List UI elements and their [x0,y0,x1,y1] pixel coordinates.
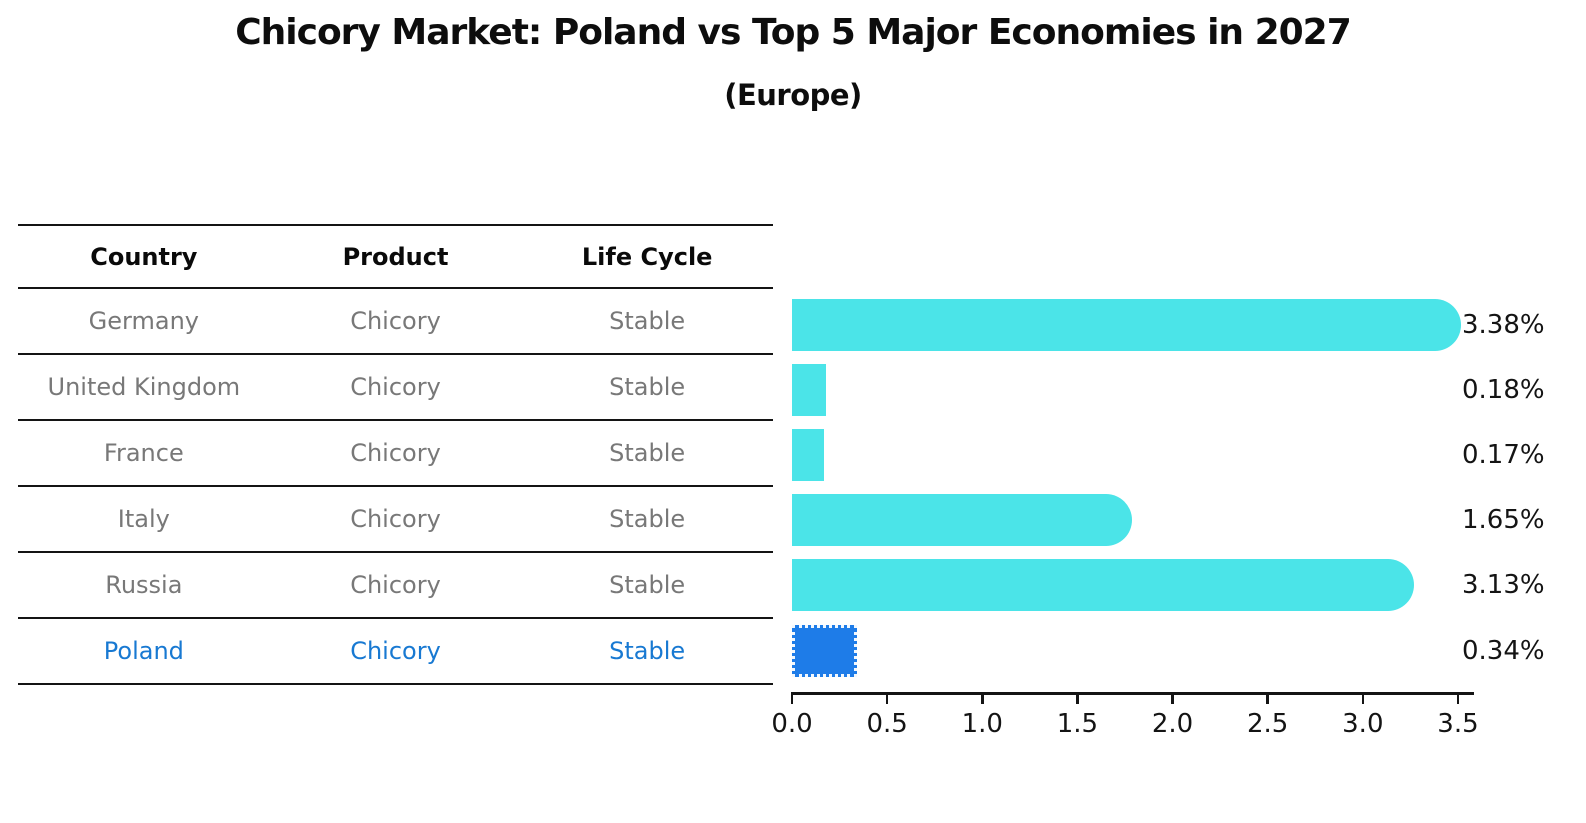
cell-product: Chicory [350,637,441,665]
x-axis-tick [981,692,984,704]
chart-title: Chicory Market: Poland vs Top 5 Major Ec… [235,12,1352,53]
table-row-germany: Germany Chicory Stable [18,289,773,355]
x-axis-tick-label: 0.0 [771,709,813,739]
chart-subtitle: (Europe) [724,78,862,112]
x-axis-tick-label: 2.0 [1151,709,1194,739]
column-header-product: Product [342,242,449,271]
x-axis-tick [1266,692,1269,704]
cell-life-cycle: Stable [609,373,686,401]
cell-country: France [103,439,184,467]
bar-united-kingdom [792,364,826,416]
table-row-italy: Italy Chicory Stable [18,487,773,553]
bar-poland [792,625,857,677]
cell-life-cycle: Stable [609,505,686,533]
bar-france [792,429,824,481]
bar-russia [792,559,1414,611]
bar-germany [792,299,1461,351]
cell-life-cycle: Stable [609,307,686,335]
cell-product: Chicory [350,307,441,335]
x-axis-tick [885,692,889,704]
cell-product: Chicory [350,505,441,533]
x-axis-tick [1456,692,1460,704]
value-label-united-kingdom: 0.18% [1462,375,1545,405]
x-axis-tick-label: 1.0 [961,709,1003,739]
cell-product: Chicory [350,439,441,467]
cell-product: Chicory [350,373,441,401]
x-axis-tick-label: 3.0 [1342,709,1384,739]
x-axis-tick-label: 1.5 [1056,709,1099,739]
cell-product: Chicory [350,571,441,599]
value-label-poland: 0.34% [1462,636,1545,666]
x-axis-tick [1076,692,1079,704]
cell-country: Italy [117,505,170,533]
table-row-united-kingdom: United Kingdom Chicory Stable [18,355,773,421]
column-header-life-cycle: Life Cycle [581,242,713,271]
bar-italy [792,494,1132,546]
value-label-russia: 3.13% [1462,570,1545,600]
value-label-germany: 3.38% [1462,310,1545,340]
cell-life-cycle: Stable [609,637,686,665]
table-row-poland: Poland Chicory Stable [18,619,773,685]
x-axis-tick-label: 2.5 [1247,709,1289,739]
country-table: Country Product Life Cycle Germany Chico… [18,224,773,685]
x-axis-tick-label: 3.5 [1437,709,1479,739]
cell-life-cycle: Stable [609,571,686,599]
x-axis-tick-label: 0.5 [866,709,908,739]
cell-country: Germany [88,307,199,335]
x-axis-tick [1171,692,1174,704]
x-axis-tick [1361,692,1365,704]
cell-life-cycle: Stable [609,439,686,467]
x-axis-line [792,692,1474,695]
column-header-country: Country [90,242,198,271]
table-row-russia: Russia Chicory Stable [18,553,773,619]
value-label-italy: 1.65% [1462,505,1545,535]
cell-country: United Kingdom [47,373,241,401]
table-row-france: France Chicory Stable [18,421,773,487]
cell-country: Russia [105,571,183,599]
x-axis-tick [790,692,794,704]
value-label-france: 0.17% [1462,440,1545,470]
cell-country: Poland [103,637,184,665]
table-header-row: Country Product Life Cycle [18,226,773,289]
